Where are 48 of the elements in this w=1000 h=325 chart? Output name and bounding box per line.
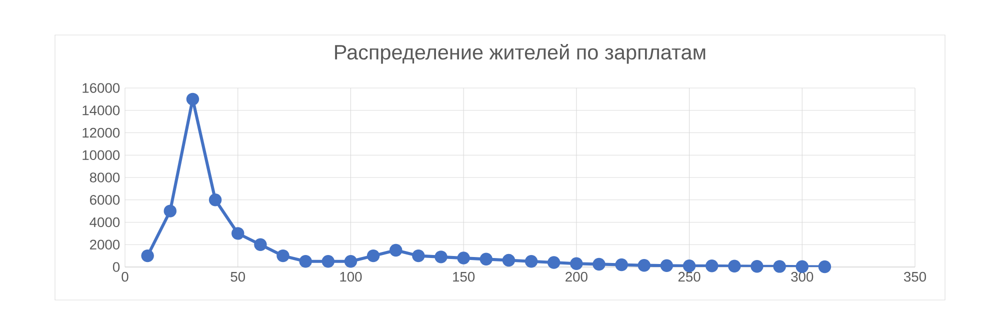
point [141,249,154,262]
point [818,260,832,274]
point [434,250,448,264]
x-tick-label: 50 [230,272,246,282]
x-tick-label: 0 [122,272,128,282]
point [638,258,651,272]
point [231,227,244,240]
x-tick-label: 250 [678,272,700,282]
point [276,249,290,262]
point [773,260,786,273]
y-tick-label: 0 [112,262,120,272]
point [502,254,516,267]
point [660,259,674,272]
point [186,92,200,106]
point [480,252,493,266]
point [344,255,358,268]
point [524,255,538,268]
point [682,260,696,272]
y-tick-label: 12000 [82,128,120,138]
x-tick-label: 200 [566,272,588,282]
point [208,194,222,206]
x-tick-label: 150 [453,272,475,282]
point [547,256,560,269]
y-tick-label: 14000 [82,105,120,116]
point [728,260,741,272]
point [164,204,177,218]
point [366,249,380,262]
point [412,249,425,262]
point [750,260,764,273]
chart-title: Распределение жителей по зарплатам [335,44,706,64]
point [322,255,335,268]
point [592,258,606,271]
point [254,238,267,251]
point [389,244,402,257]
y-tick-label: 8000 [90,172,120,182]
y-tick-label: 4000 [90,217,120,228]
y-tick-label: 10000 [82,150,120,160]
point [570,257,583,270]
point [705,260,718,272]
point [457,252,470,264]
point [299,255,312,268]
x-tick-label: 300 [791,272,814,282]
x-tick-label: 100 [340,272,362,282]
y-tick-label: 2000 [90,240,120,250]
y-tick-label: 16000 [82,83,120,93]
point [615,258,628,272]
y-tick-label: 6000 [90,194,120,205]
x-tick-label: 350 [904,272,926,282]
